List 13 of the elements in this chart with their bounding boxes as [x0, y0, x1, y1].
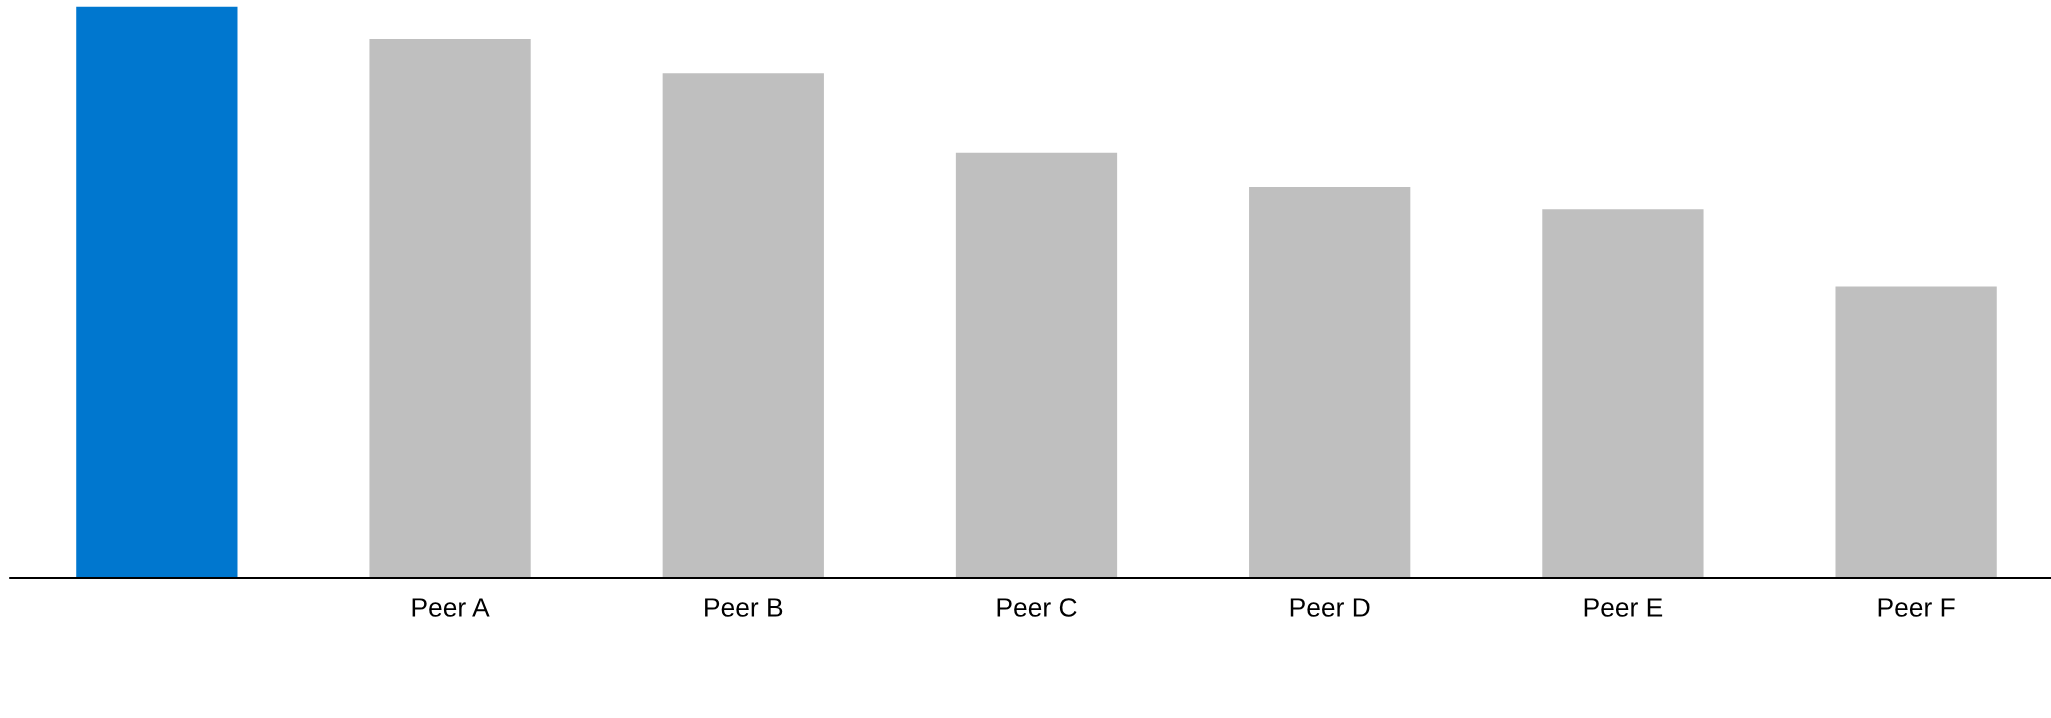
bar: [1835, 286, 1997, 578]
x-tick-label: Peer D: [1290, 598, 1370, 617]
x-tick-label: Peer C: [997, 598, 1077, 617]
x-tick-label: Peer F: [1878, 598, 1955, 617]
bar: [662, 73, 824, 578]
bar: [955, 152, 1118, 578]
bar: [1249, 187, 1411, 578]
bar: [76, 6, 238, 578]
x-tick-label: Peer B: [705, 598, 783, 617]
x-tick-label: Peer E: [1584, 598, 1663, 617]
bar: [369, 39, 531, 578]
x-tick-label: Peer A: [412, 598, 490, 617]
bar: [1542, 209, 1704, 578]
